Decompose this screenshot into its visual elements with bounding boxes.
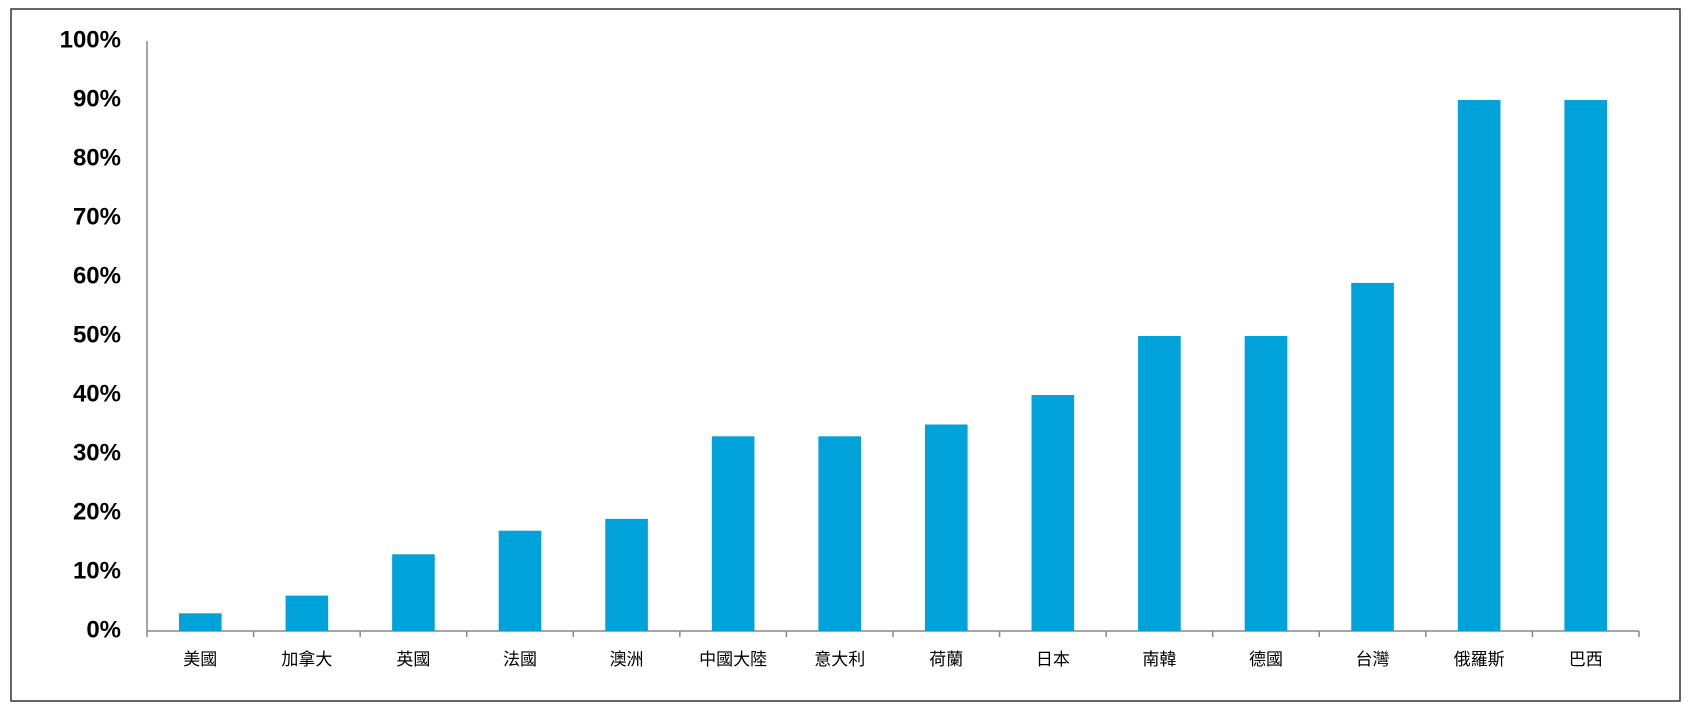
x-tick-label: 英國	[396, 650, 430, 670]
y-tick-label: 30%	[73, 439, 121, 466]
y-tick-label: 10%	[73, 557, 121, 584]
x-tick-label: 美國	[183, 650, 217, 670]
x-tick-label: 德國	[1249, 650, 1283, 670]
bar	[285, 595, 329, 631]
x-tick-label: 加拿大	[281, 649, 332, 670]
bar	[1564, 100, 1608, 631]
y-tick-label: 80%	[73, 144, 121, 171]
x-tick-label: 台灣	[1356, 650, 1390, 670]
bar	[818, 436, 862, 631]
bar	[711, 436, 755, 631]
x-tick-label: 法國	[503, 650, 537, 670]
x-tick-label: 巴西	[1569, 650, 1603, 670]
bar	[1138, 336, 1181, 631]
y-tick-label: 40%	[73, 380, 121, 407]
bar	[1031, 395, 1075, 631]
bar	[605, 518, 648, 631]
bar	[1244, 336, 1288, 631]
bar	[924, 424, 968, 631]
y-tick-label: 60%	[73, 262, 121, 289]
bar	[1351, 282, 1394, 631]
x-tick-label: 意大利	[814, 650, 865, 670]
x-tick-label: 荷蘭	[929, 650, 963, 670]
y-tick-label: 0%	[86, 616, 121, 643]
x-tick-label: 澳洲	[610, 650, 644, 670]
y-tick-label: 70%	[73, 203, 121, 230]
x-tick-label: 日本	[1036, 650, 1070, 670]
bar	[498, 530, 542, 631]
y-tick-label: 100%	[60, 26, 121, 53]
x-tick-label: 俄羅斯	[1454, 650, 1505, 670]
bar	[1457, 100, 1501, 631]
y-tick-label: 50%	[73, 321, 121, 348]
bar	[178, 613, 222, 631]
x-tick-label: 中國大陸	[699, 650, 767, 670]
y-tick-label: 90%	[73, 85, 121, 112]
x-tick-label: 南韓	[1142, 650, 1176, 670]
bar	[392, 554, 435, 631]
y-tick-label: 20%	[73, 498, 121, 525]
